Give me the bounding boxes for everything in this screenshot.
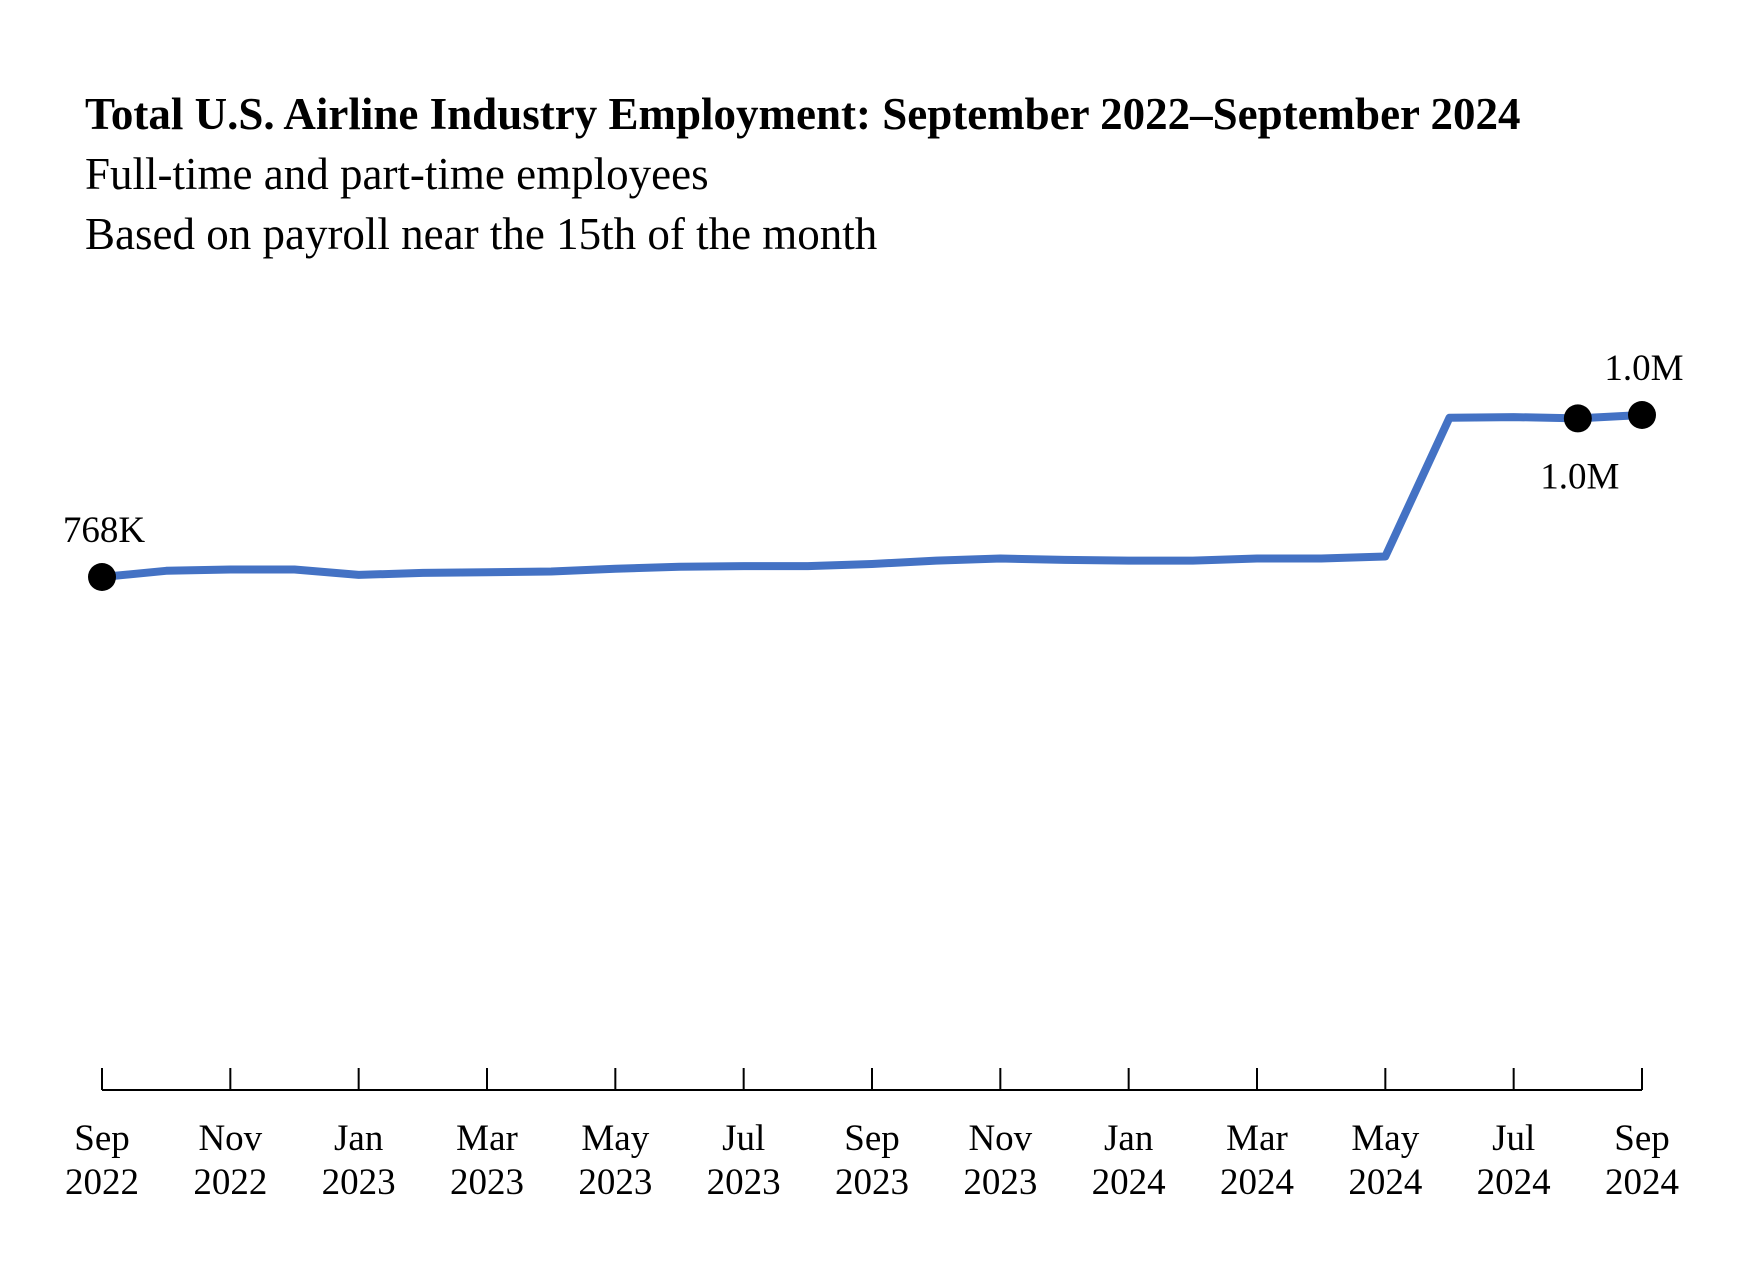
x-tick-label-year: 2024 — [1605, 1162, 1679, 1203]
x-tick-label-month: Sep — [844, 1118, 900, 1159]
x-tick-label-month: Jan — [334, 1118, 383, 1159]
data-point-marker — [88, 563, 116, 591]
x-tick-label-month: Jul — [722, 1118, 765, 1159]
chart-subtitle-payroll: Based on payroll near the 15th of the mo… — [85, 209, 878, 259]
x-axis: Sep2022Nov2022Jan2023Mar2023May2023Jul20… — [65, 1068, 1679, 1203]
x-tick-label-month: Jan — [1104, 1118, 1153, 1159]
data-point-marker — [1563, 404, 1592, 433]
x-tick-label-year: 2023 — [322, 1162, 396, 1203]
chart-header: Total U.S. Airline Industry Employment: … — [85, 84, 1520, 264]
x-tick-label-year: 2023 — [578, 1162, 652, 1203]
x-tick-label-year: 2024 — [1092, 1162, 1166, 1203]
x-tick-label-month: Jul — [1492, 1118, 1535, 1159]
x-tick-label-month: May — [581, 1118, 649, 1159]
x-tick-label-month: Mar — [1226, 1118, 1288, 1159]
x-tick-label-month: Nov — [198, 1118, 262, 1159]
x-tick-label-year: 2023 — [450, 1162, 524, 1203]
series-line — [98, 411, 1646, 581]
x-tick-label-year: 2023 — [963, 1162, 1037, 1203]
data-label: 1.0M — [1540, 456, 1619, 497]
x-tick-label-year: 2024 — [1348, 1162, 1422, 1203]
chart-title: Total U.S. Airline Industry Employment: … — [85, 89, 1521, 139]
x-tick-label-month: May — [1351, 1118, 1419, 1159]
x-tick-label-month: Sep — [1614, 1118, 1670, 1159]
x-tick-label-year: 2024 — [1220, 1162, 1294, 1203]
data-label: 768K — [63, 510, 146, 551]
x-tick-label-month: Mar — [456, 1118, 518, 1159]
series-group — [98, 411, 1646, 581]
chart-subtitle-employees: Full-time and part-time employees — [85, 149, 709, 199]
x-tick-label-month: Nov — [968, 1118, 1032, 1159]
x-tick-label-year: 2023 — [707, 1162, 781, 1203]
x-tick-label-month: Sep — [74, 1118, 130, 1159]
x-tick-label-year: 2022 — [193, 1162, 267, 1203]
data-point-marker — [1628, 401, 1656, 429]
marker-group — [88, 401, 1656, 591]
data-label-group: 768K 1.0M 1.0M — [63, 348, 1684, 551]
data-label: 1.0M — [1604, 348, 1683, 389]
x-tick-label-year: 2024 — [1477, 1162, 1551, 1203]
x-tick-label-year: 2022 — [65, 1162, 139, 1203]
x-tick-label-year: 2023 — [835, 1162, 909, 1203]
